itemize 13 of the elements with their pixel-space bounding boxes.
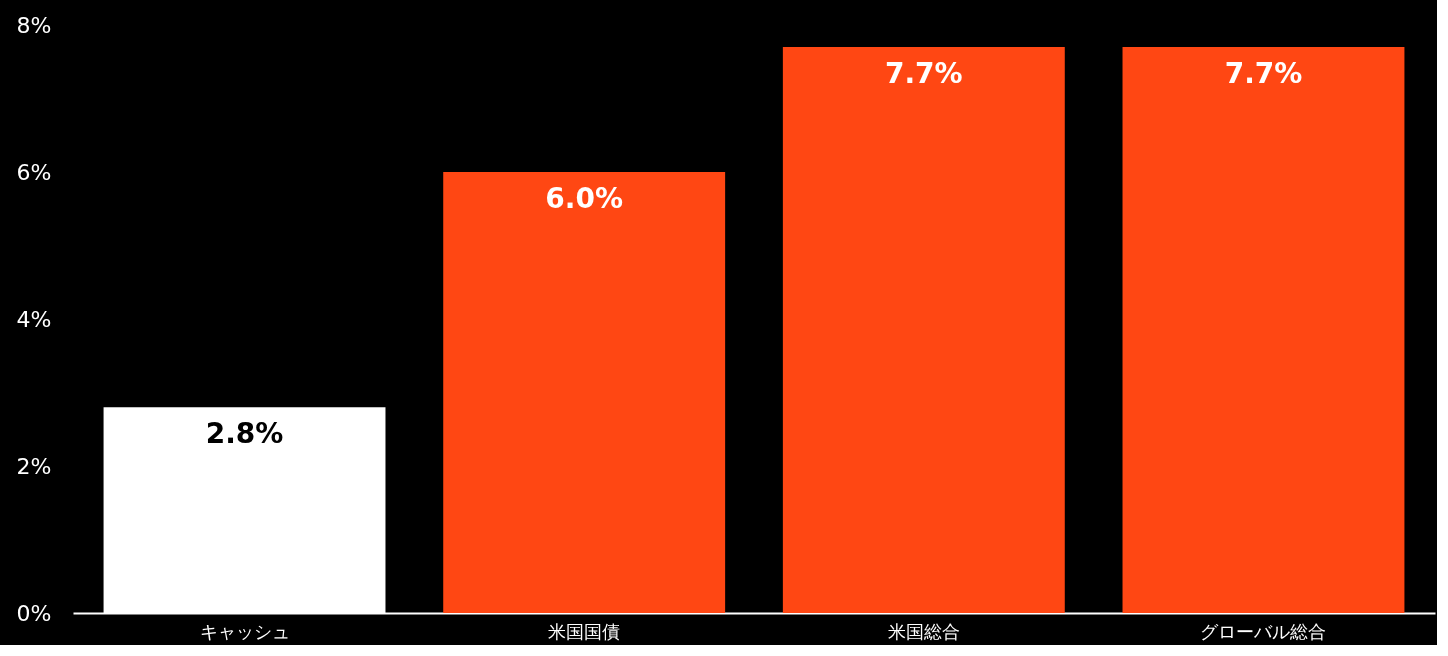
data-label: 6.0% — [545, 182, 623, 215]
y-tick-label: 4% — [16, 306, 52, 332]
data-label: 7.7% — [885, 57, 963, 91]
data-label: 7.7% — [1224, 57, 1303, 91]
y-tick-label: 0% — [16, 600, 52, 626]
x-tick-label: グローバル総合 — [1200, 620, 1327, 642]
x-tick-label: 米国国債 — [548, 620, 621, 642]
x-tick-label: キャッシュ — [199, 620, 290, 642]
y-tick-label: 2% — [16, 453, 52, 479]
data-label: 2.8% — [205, 417, 284, 451]
y-tick-label: 8% — [16, 12, 52, 38]
x-tick-label: 米国総合 — [887, 620, 960, 642]
y-tick-label: 6% — [16, 159, 52, 185]
